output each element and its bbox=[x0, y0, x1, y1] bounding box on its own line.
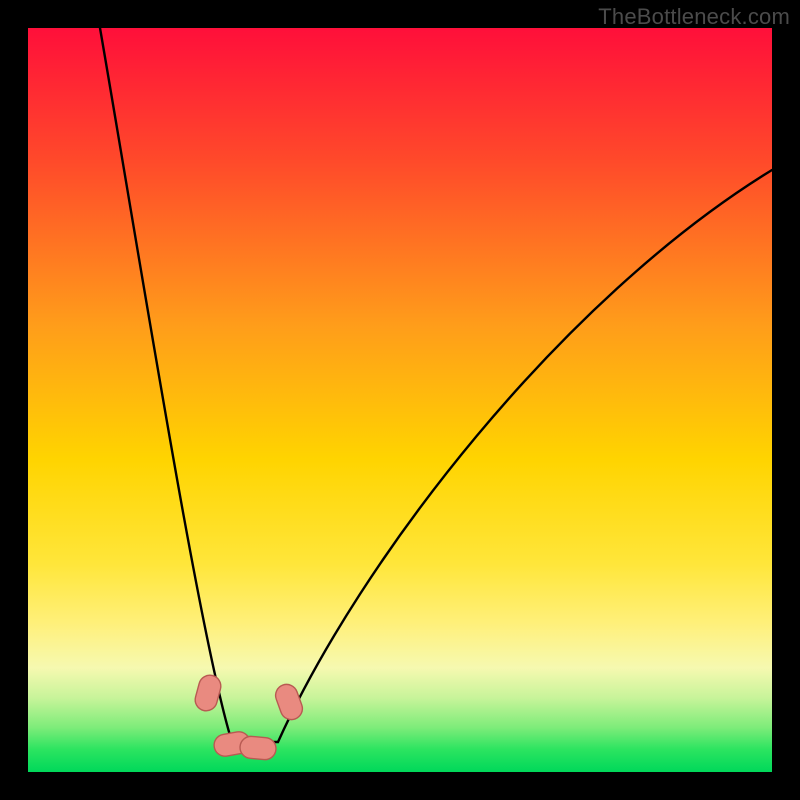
curve-marker bbox=[239, 735, 277, 760]
chart-frame: TheBottleneck.com bbox=[0, 0, 800, 800]
bottleneck-curve-chart bbox=[0, 0, 800, 800]
gradient-plot-area bbox=[28, 28, 772, 772]
watermark-text: TheBottleneck.com bbox=[598, 4, 790, 30]
